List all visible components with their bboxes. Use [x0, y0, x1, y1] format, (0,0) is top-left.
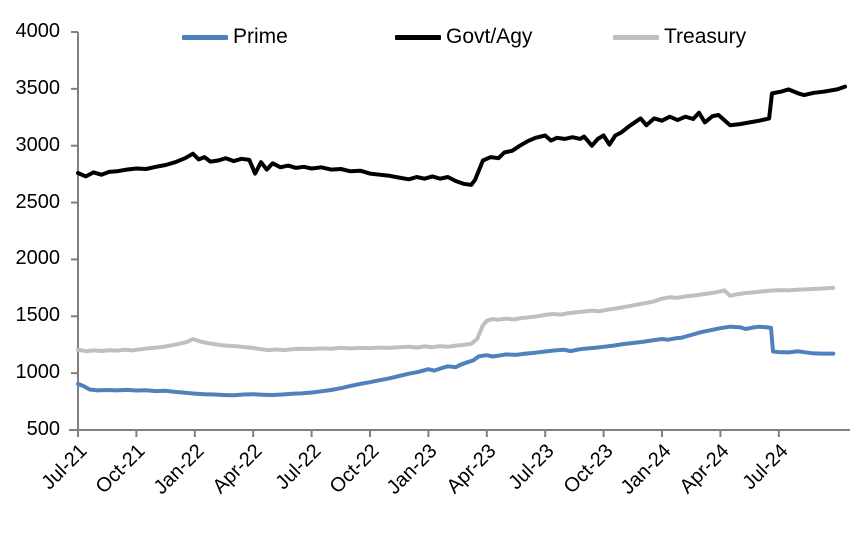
- y-tick-label: 3000: [15, 133, 61, 156]
- chart-legend: Prime Govt/Agy Treasury: [0, 0, 852, 52]
- legend-label: Treasury: [664, 25, 747, 48]
- legend-label: Prime: [233, 25, 288, 48]
- legend-line-swatch: [182, 34, 228, 40]
- legend-line-swatch: [395, 34, 441, 40]
- y-tick-label: 500: [26, 418, 60, 440]
- y-tick-label: 2000: [15, 247, 61, 270]
- series-line-treasury: [76, 285, 836, 354]
- series-line-govt-agy: [76, 84, 847, 187]
- y-tick-label: 2500: [15, 190, 61, 213]
- y-tick-label: 4000: [15, 20, 61, 42]
- series-line-prime: [76, 324, 836, 398]
- y-tick-label: 1000: [15, 361, 61, 384]
- y-tick-label: 1500: [15, 304, 61, 327]
- legend-item-govt-agy: Govt/Agy: [395, 26, 532, 48]
- legend-item-treasury: Treasury: [613, 26, 746, 48]
- legend-line-swatch: [613, 34, 659, 40]
- legend-label: Govt/Agy: [446, 25, 533, 48]
- legend-item-prime: Prime: [182, 26, 288, 48]
- y-tick-label: 3500: [15, 76, 61, 99]
